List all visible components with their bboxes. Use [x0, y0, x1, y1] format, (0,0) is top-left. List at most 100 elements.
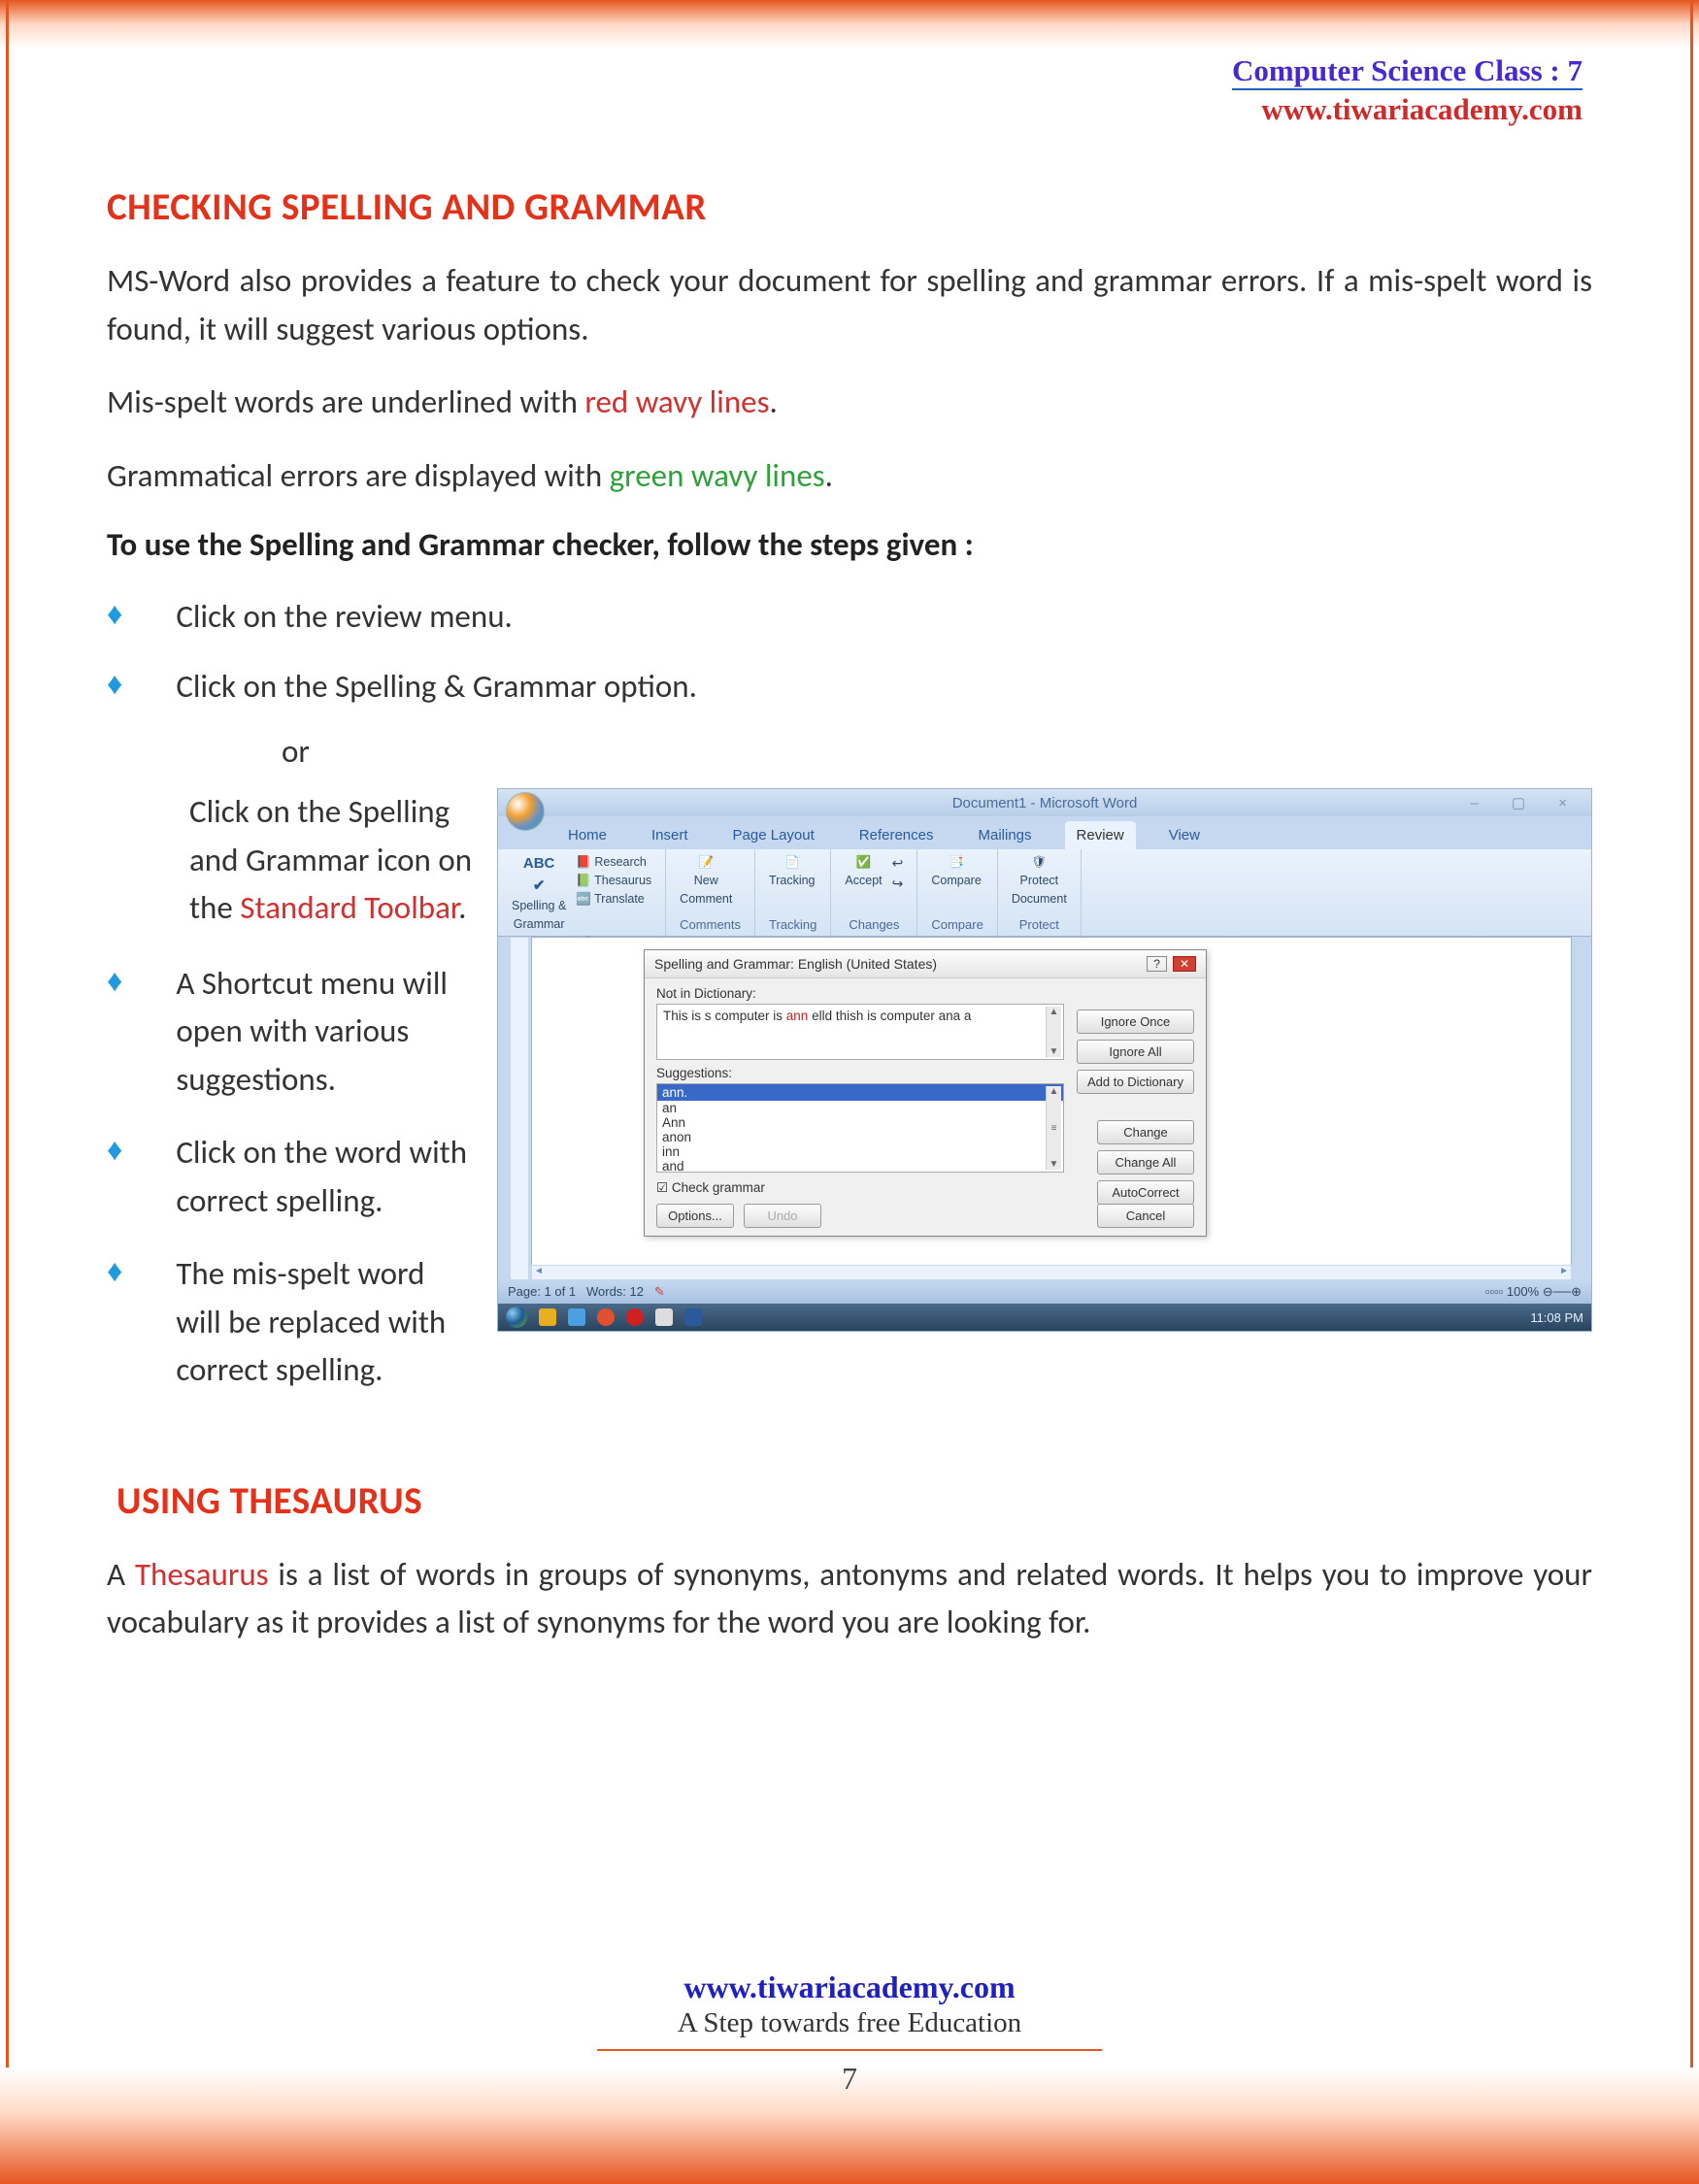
- footer-slogan: A Step towards free Education: [0, 2007, 1699, 2039]
- ignore-all-button[interactable]: Ignore All: [1077, 1040, 1194, 1064]
- border-left: [6, 0, 9, 2184]
- header-class: Computer Science Class : 7: [1232, 53, 1582, 88]
- change-all-button[interactable]: Change All: [1097, 1150, 1194, 1175]
- group-compare: 📑Compare Compare: [917, 849, 997, 936]
- not-in-dict-label: Not in Dictionary:: [656, 986, 1194, 1001]
- diamond-icon: ♦: [107, 663, 122, 711]
- window-controls[interactable]: – ▢ ×: [1470, 794, 1582, 811]
- spelling-grammar-button[interactable]: ABC✔Spelling & Grammar: [512, 853, 566, 934]
- section2-title: USING THESAURUS: [117, 1478, 1592, 1524]
- help-icon[interactable]: ?: [1147, 956, 1167, 972]
- protect-button[interactable]: 🛡Protect Document: [1012, 853, 1067, 908]
- research-button[interactable]: 📕 Research: [576, 853, 651, 872]
- new-comment-button[interactable]: 📝New Comment: [680, 853, 732, 908]
- b3-red: Standard Toolbar: [240, 888, 458, 927]
- tracking-button[interactable]: 📄Tracking: [769, 853, 815, 890]
- change-button[interactable]: Change: [1097, 1120, 1194, 1144]
- diamond-icon: ♦: [107, 960, 122, 1004]
- error-textarea[interactable]: This is s computer is ann elld thish is …: [656, 1004, 1064, 1060]
- bullet-6-text: The mis-spelt word will be replaced with…: [176, 1250, 476, 1395]
- taskbar-icon[interactable]: [539, 1308, 556, 1326]
- taskbar: 11:08 PM: [498, 1304, 1591, 1331]
- page-count: Page: 1 of 1: [508, 1284, 576, 1299]
- dialog-title-text: Spelling and Grammar: English (United St…: [654, 956, 937, 972]
- vertical-ruler: [510, 937, 529, 1280]
- suggestion-item[interactable]: Ann: [657, 1115, 1063, 1130]
- taskbar-icon[interactable]: [626, 1308, 644, 1326]
- tab-home[interactable]: Home: [556, 821, 618, 849]
- cancel-button[interactable]: Cancel: [1097, 1204, 1194, 1228]
- steps-heading: To use the Spelling and Grammar checker,…: [107, 525, 1592, 564]
- p3-green: green wavy lines: [610, 456, 825, 495]
- autocorrect-button[interactable]: AutoCorrect: [1097, 1180, 1194, 1205]
- para-3: Grammatical errors are displayed with gr…: [107, 452, 1592, 501]
- bullet-4: ♦ A Shortcut menu will open with various…: [107, 960, 476, 1105]
- scroll-icon[interactable]: ▲≡▼: [1046, 1086, 1061, 1170]
- group-tracking: 📄Tracking Tracking: [755, 849, 831, 936]
- office-button[interactable]: [506, 792, 545, 831]
- zoom-level[interactable]: 100%: [1507, 1284, 1539, 1299]
- word-screenshot: Document1 - Microsoft Word – ▢ × Home In…: [497, 788, 1592, 1332]
- footer: www.tiwariacademy.com A Step towards fre…: [0, 1969, 1699, 2097]
- group-changes: ✅Accept↩↪ Changes: [831, 849, 917, 936]
- suggestion-item[interactable]: anon: [657, 1130, 1063, 1144]
- group-protect: 🛡Protect Document Protect: [998, 849, 1082, 936]
- horizontal-scrollbar[interactable]: [531, 1265, 1572, 1280]
- taskbar-icon[interactable]: [597, 1308, 615, 1326]
- accept-button[interactable]: ✅Accept: [845, 853, 882, 890]
- b3-post: .: [458, 888, 466, 927]
- undo-button[interactable]: Undo: [744, 1204, 821, 1228]
- ignore-once-button[interactable]: Ignore Once: [1077, 1009, 1194, 1034]
- taskbar-icon[interactable]: [655, 1308, 673, 1326]
- taskbar-icon[interactable]: [568, 1308, 585, 1326]
- err-pre: This is s computer is: [663, 1009, 786, 1023]
- diamond-icon: ♦: [107, 1250, 122, 1294]
- thesaurus-button[interactable]: 📗 Thesaurus: [576, 872, 651, 890]
- group-proofing: ABC✔Spelling & Grammar 📕 Research 📗 Thes…: [498, 849, 666, 936]
- bullet-5: ♦ Click on the word with correct spellin…: [107, 1129, 476, 1225]
- bullet-2-text: Click on the Spelling & Grammar option.: [176, 663, 697, 711]
- ignore-buttons: Ignore Once Ignore All Add to Dictionary: [1077, 1009, 1194, 1094]
- options-button[interactable]: Options...: [656, 1204, 734, 1228]
- close-icon[interactable]: ✕: [1173, 956, 1196, 972]
- tab-references[interactable]: References: [848, 821, 946, 849]
- page-number: 7: [0, 2061, 1699, 2097]
- header-site: www.tiwariacademy.com: [1232, 88, 1582, 127]
- ribbon: ABC✔Spelling & Grammar 📕 Research 📗 Thes…: [498, 849, 1591, 937]
- suggestion-item[interactable]: and: [657, 1159, 1063, 1174]
- change-buttons: Change Change All AutoCorrect: [1097, 1120, 1194, 1205]
- left-column: Click on the Spelling and Grammar icon o…: [107, 788, 476, 1420]
- compare-button[interactable]: 📑Compare: [931, 853, 981, 890]
- status-bar: Page: 1 of 1 Words: 12 ✎ ▫▫▫▫ 100% ⊖──⊕: [498, 1280, 1591, 1304]
- tab-review[interactable]: Review: [1065, 821, 1136, 849]
- bullet-1-text: Click on the review menu.: [176, 593, 513, 642]
- protect-label: Protect: [1012, 917, 1067, 932]
- spelling-dialog: Spelling and Grammar: English (United St…: [644, 949, 1207, 1237]
- translate-button[interactable]: 🔤 Translate: [576, 890, 651, 909]
- err-post: elld thish is computer ana a: [808, 1009, 971, 1023]
- window-title: Document1 - Microsoft Word: [952, 795, 1138, 811]
- suggestion-item[interactable]: ann.: [657, 1084, 1063, 1101]
- p3-pre: Grammatical errors are displayed with: [107, 456, 610, 495]
- add-to-dict-button[interactable]: Add to Dictionary: [1077, 1070, 1194, 1094]
- ribbon-tabs: Home Insert Page Layout References Maili…: [498, 816, 1591, 849]
- bullet-1: ♦ Click on the review menu.: [107, 593, 1592, 642]
- scroll-icon[interactable]: ▲▼: [1046, 1007, 1061, 1057]
- clock: 11:08 PM: [1530, 1310, 1583, 1325]
- s2-red: Thesaurus: [135, 1555, 269, 1594]
- tab-layout[interactable]: Page Layout: [721, 821, 826, 849]
- tab-insert[interactable]: Insert: [640, 821, 700, 849]
- bullet-5-text: Click on the word with correct spelling.: [176, 1129, 476, 1225]
- p2-pre: Mis-spelt words are underlined with: [107, 382, 584, 421]
- suggestion-item[interactable]: inn: [657, 1144, 1063, 1159]
- suggestion-item[interactable]: an: [657, 1101, 1063, 1115]
- tab-mailings[interactable]: Mailings: [967, 821, 1044, 849]
- changes-label: Changes: [845, 917, 903, 932]
- suggestions-list[interactable]: ann. an Ann anon inn and ▲≡▼: [656, 1083, 1064, 1173]
- border-right: [1690, 0, 1693, 2184]
- start-button[interactable]: [506, 1307, 527, 1328]
- tab-view[interactable]: View: [1157, 821, 1212, 849]
- top-gradient: [0, 0, 1699, 49]
- taskbar-icon[interactable]: [684, 1308, 702, 1326]
- word-titlebar: Document1 - Microsoft Word – ▢ ×: [498, 789, 1591, 816]
